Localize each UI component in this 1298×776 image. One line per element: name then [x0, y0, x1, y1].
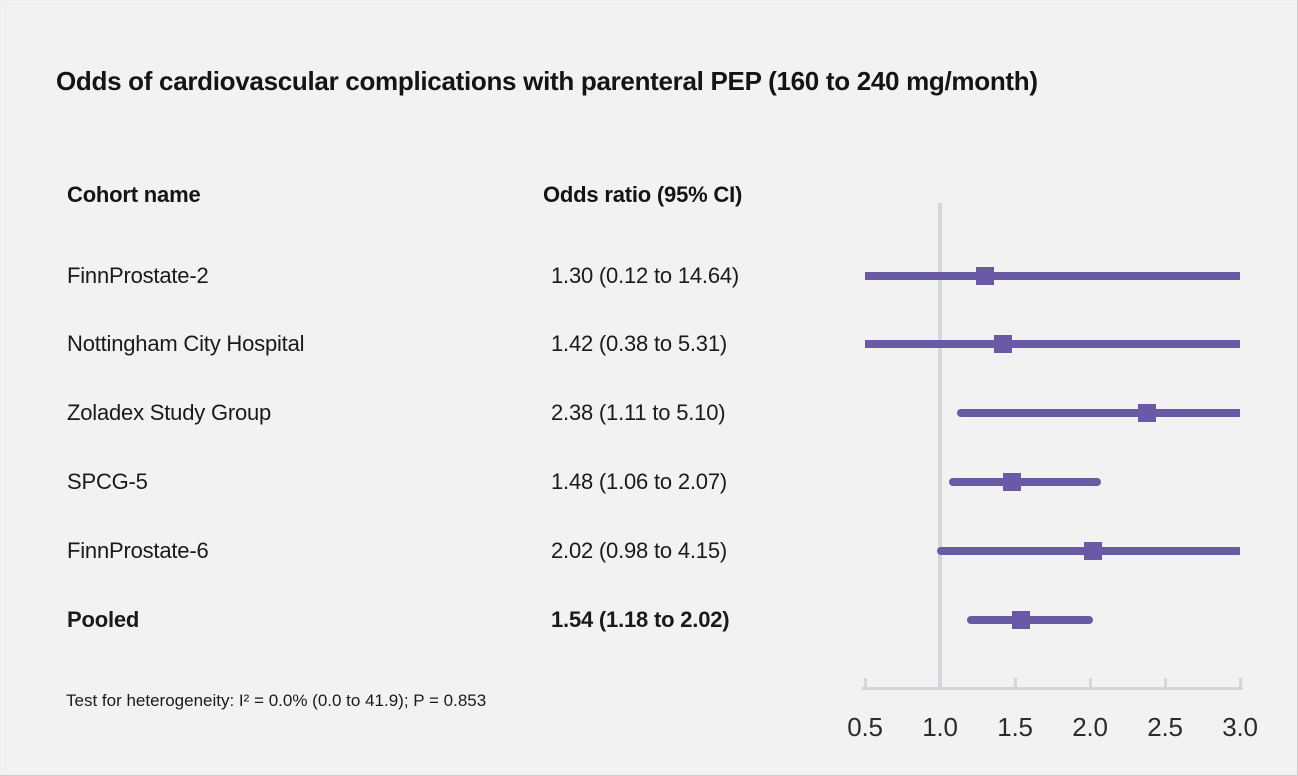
confidence-interval-line	[865, 272, 1240, 280]
heterogeneity-footnote: Test for heterogeneity: I² = 0.0% (0.0 t…	[66, 691, 487, 710]
odds-ratio-value: 2.38 (1.11 to 5.10)	[551, 400, 726, 425]
odds-ratio-value: 1.30 (0.12 to 14.64)	[551, 263, 740, 288]
cohort-label: SPCG-5	[67, 469, 148, 494]
cohort-label: FinnProstate-2	[67, 263, 209, 288]
odds-ratio-value: 1.54 (1.18 to 2.02)	[551, 607, 730, 632]
cohort-label: Nottingham City Hospital	[67, 331, 305, 356]
confidence-interval-line	[949, 478, 1101, 486]
axis-tick	[864, 678, 867, 687]
cohort-name-header: Cohort name	[67, 182, 201, 207]
odds-ratio-marker	[976, 267, 994, 285]
confidence-interval-line	[967, 616, 1093, 624]
odds-ratio-marker	[1003, 473, 1021, 491]
odds-ratio-value: 1.48 (1.06 to 2.07)	[551, 469, 727, 494]
axis-tick-label: 1.0	[922, 712, 958, 742]
odds-ratio-marker	[1138, 404, 1156, 422]
reference-line	[938, 203, 942, 690]
axis-tick-label: 2.5	[1147, 712, 1183, 742]
x-axis-line	[862, 687, 1243, 690]
axis-tick-label: 3.0	[1222, 712, 1258, 742]
odds-ratio-marker	[1012, 611, 1030, 629]
figure-title: Odds of cardiovascular complications wit…	[56, 66, 1038, 96]
axis-tick	[1239, 678, 1242, 687]
odds-ratio-header: Odds ratio (95% CI)	[543, 182, 743, 207]
axis-tick-label: 0.5	[847, 712, 883, 742]
cohort-label: Zoladex Study Group	[67, 400, 272, 425]
odds-ratio-marker	[1084, 542, 1102, 560]
axis-tick	[1164, 678, 1167, 687]
axis-tick	[1014, 678, 1017, 687]
confidence-interval-line	[865, 340, 1240, 348]
odds-ratio-value: 1.42 (0.38 to 5.31)	[551, 331, 727, 356]
cohort-label: FinnProstate-6	[67, 538, 209, 563]
odds-ratio-marker	[994, 335, 1012, 353]
confidence-interval-line	[956, 409, 1240, 417]
axis-tick-label: 2.0	[1072, 712, 1108, 742]
cohort-label: Pooled	[67, 607, 140, 632]
axis-tick-label: 1.5	[997, 712, 1033, 742]
odds-ratio-value: 2.02 (0.98 to 4.15)	[551, 538, 727, 563]
axis-tick	[1089, 678, 1092, 687]
